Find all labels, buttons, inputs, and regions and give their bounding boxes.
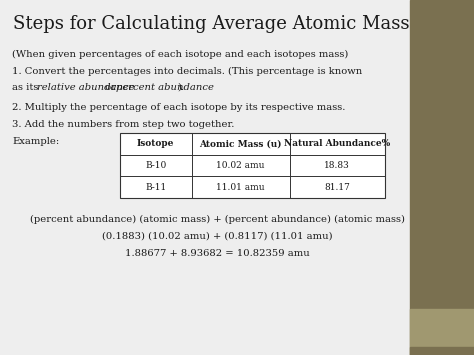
Text: 2. Multiply the percentage of each isotope by its respective mass.: 2. Multiply the percentage of each isoto… [12,103,346,112]
Text: Isotope: Isotope [137,139,174,148]
Text: 81.17: 81.17 [324,183,350,192]
Text: 3. Add the numbers from step two together.: 3. Add the numbers from step two togethe… [12,120,234,129]
Text: ).: ). [178,83,185,92]
Text: Steps for Calculating Average Atomic Mass: Steps for Calculating Average Atomic Mas… [13,15,409,33]
Bar [120,133,385,198]
Text: 10.02 amu: 10.02 amu [216,161,265,170]
Bar [410,309,474,355]
Text: Natural Abundance%: Natural Abundance% [284,139,391,148]
Bar [410,347,474,355]
Text: (0.1883) (10.02 amu) + (0.8117) (11.01 amu): (0.1883) (10.02 amu) + (0.8117) (11.01 a… [102,232,332,241]
Text: 1.88677 + 8.93682 = 10.82359 amu: 1.88677 + 8.93682 = 10.82359 amu [125,249,310,258]
Text: 11.01 amu: 11.01 amu [216,183,265,192]
Text: percent abundance: percent abundance [117,83,214,92]
Text: or: or [102,83,119,92]
Text: Example:: Example: [12,137,59,146]
Text: B-10: B-10 [145,161,166,170]
Text: relative abundance: relative abundance [37,83,135,92]
Text: (percent abundance) (atomic mass) + (percent abundance) (atomic mass): (percent abundance) (atomic mass) + (per… [29,215,404,224]
Text: Atomic Mass (u): Atomic Mass (u) [200,139,282,148]
Text: B-11: B-11 [145,183,166,192]
Text: as its: as its [12,83,42,92]
Text: (When given percentages of each isotope and each isotopes mass): (When given percentages of each isotope … [12,50,348,59]
Text: 1. Convert the percentages into decimals. (This percentage is known: 1. Convert the percentages into decimals… [12,67,362,76]
Text: 18.83: 18.83 [324,161,350,170]
Bar [410,0,474,355]
